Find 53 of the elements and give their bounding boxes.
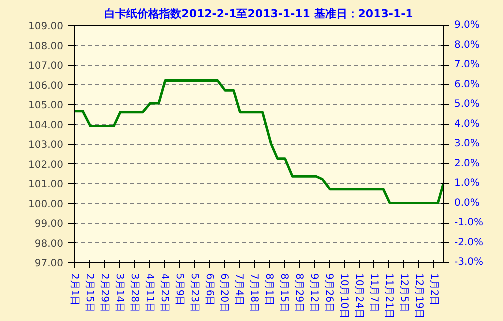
x-tick-label: 4月25日 — [158, 274, 170, 313]
y2-tick-label: -1.0% — [454, 218, 484, 228]
x-tick-label: 1月2日 — [428, 274, 440, 306]
y2-tick-label: -2.0% — [454, 237, 484, 248]
x-tick-label: 5月9日 — [174, 274, 185, 306]
x-tick-label: 12月5日 — [398, 274, 410, 313]
y2-tick-label: 0.0% — [454, 198, 480, 209]
y-tick-label: 97.00 — [34, 258, 64, 270]
y2-tick-label: 6.0% — [454, 79, 480, 90]
chart-title: 白卡纸价格指数2012-2-1至2013-1-11 基准日：2013-1-1 — [104, 8, 414, 20]
x-tick-label: 11月7日 — [368, 274, 380, 313]
x-tick-label: 9月26日 — [324, 274, 335, 313]
y2-tick-label: 2.0% — [454, 158, 480, 170]
y-tick-label: 98.00 — [34, 238, 64, 250]
y2-tick-label: -3.0% — [454, 257, 484, 268]
x-tick-label: 8月1日 — [264, 274, 275, 306]
x-tick-label: 12月19日 — [413, 274, 424, 319]
x-tick-label: 7月18日 — [248, 274, 260, 313]
x-tick-label: 8月29日 — [294, 274, 305, 313]
y-tick-label: 105.00 — [28, 100, 64, 112]
y2-tick-label: 5.0% — [454, 99, 480, 110]
x-tick-label: 6月20日 — [218, 274, 230, 313]
x-tick-label: 2月15日 — [84, 274, 95, 313]
y-tick-label: 106.00 — [28, 80, 64, 92]
y2-tick-label: 9.0% — [454, 20, 480, 31]
x-tick-label: 3月14日 — [114, 274, 125, 313]
y-tick-label: 100.00 — [28, 199, 64, 210]
x-tick-label: 10月10日 — [338, 274, 350, 319]
y-tick-label: 99.00 — [34, 219, 64, 230]
x-tick-label: 2月1日 — [69, 274, 80, 306]
x-tick-label: 7月4日 — [234, 274, 245, 306]
y-tick-label: 107.00 — [28, 61, 64, 72]
y-tick-label: 103.00 — [28, 140, 64, 151]
x-tick-label: 3月28日 — [128, 274, 140, 313]
y-tick-label: 109.00 — [28, 22, 64, 32]
y2-tick-label: 8.0% — [454, 40, 480, 51]
y-tick-label: 102.00 — [28, 160, 64, 171]
x-tick-label: 10月24日 — [354, 274, 365, 319]
y-tick-label: 101.00 — [28, 180, 64, 190]
x-tick-label: 6月6日 — [204, 274, 215, 306]
x-tick-label: 9月12日 — [308, 274, 320, 313]
x-tick-label: 8月15日 — [278, 274, 290, 313]
y2-tick-label: 1.0% — [454, 178, 480, 189]
y2-tick-label: 3.0% — [454, 138, 480, 150]
y-tick-label: 104.00 — [28, 120, 64, 132]
y-tick-label: 108.00 — [28, 41, 64, 52]
x-tick-label: 2月29日 — [98, 274, 110, 313]
y2-tick-label: 7.0% — [454, 60, 480, 70]
x-tick-label: 4月11日 — [144, 274, 155, 313]
y2-tick-label: 4.0% — [454, 118, 480, 130]
x-tick-label: 11月21日 — [383, 274, 394, 319]
x-tick-label: 5月23日 — [188, 274, 200, 313]
line-series — [74, 80, 444, 204]
